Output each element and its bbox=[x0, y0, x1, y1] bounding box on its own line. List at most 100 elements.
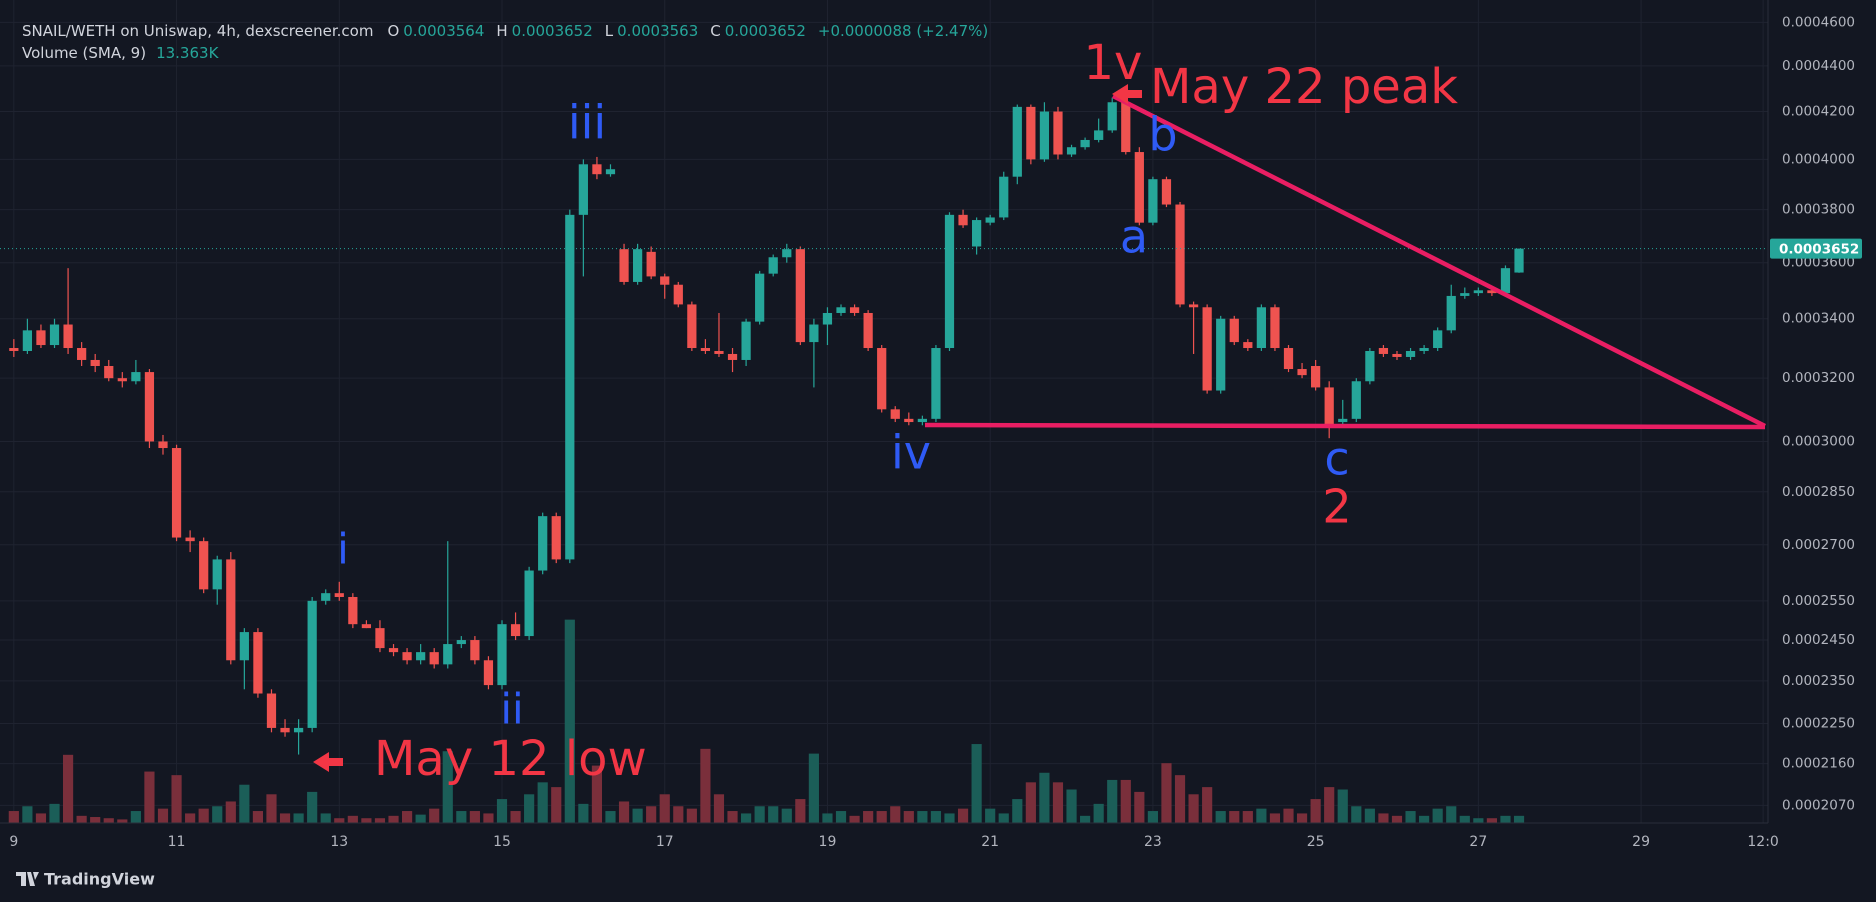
volume-bar bbox=[876, 811, 887, 823]
annotation: ii bbox=[500, 685, 523, 734]
arrow bbox=[313, 752, 343, 772]
volume-bar bbox=[388, 815, 399, 823]
y-tick-label: 0.0004000 bbox=[1782, 151, 1855, 167]
annotation: b bbox=[1148, 108, 1177, 162]
ohlc-label: C bbox=[710, 22, 721, 40]
volume-bar bbox=[103, 818, 114, 823]
candle-body bbox=[199, 541, 209, 590]
y-tick-label: 0.0002700 bbox=[1782, 537, 1855, 553]
candle-body bbox=[497, 624, 507, 686]
y-tick-label: 0.0002450 bbox=[1782, 632, 1855, 648]
volume-bar bbox=[1391, 815, 1403, 823]
candle-body bbox=[1338, 418, 1348, 423]
volume-bar bbox=[1215, 811, 1226, 823]
volume-bar bbox=[957, 808, 969, 823]
volume-bar bbox=[1269, 813, 1281, 823]
legend-row: SNAIL/WETH on Uniswap, 4h, dexscreener.c… bbox=[22, 22, 996, 40]
candle-body bbox=[660, 276, 670, 285]
volume-bar bbox=[903, 811, 914, 823]
candle-body bbox=[673, 284, 683, 305]
candle-body bbox=[510, 624, 521, 637]
volume-bar bbox=[185, 813, 196, 823]
candle-body bbox=[795, 249, 805, 343]
volume-bar bbox=[998, 813, 1009, 823]
candle-body bbox=[388, 648, 399, 653]
annotation: 2 bbox=[1322, 480, 1351, 534]
volume-bar bbox=[754, 806, 765, 823]
volume-bar bbox=[293, 813, 304, 823]
volume-bar bbox=[279, 813, 291, 823]
change: +0.0000088 (+2.47%) bbox=[817, 22, 989, 40]
candle-body bbox=[1473, 290, 1483, 294]
candle-body bbox=[239, 632, 249, 661]
candle-body bbox=[36, 330, 46, 346]
volume-bar bbox=[1513, 815, 1525, 823]
candle-body bbox=[1107, 102, 1117, 131]
candle-body bbox=[1419, 348, 1429, 351]
candle-body bbox=[1500, 268, 1511, 294]
volume-bar bbox=[1202, 787, 1213, 823]
volume-bar bbox=[144, 771, 155, 823]
candle-body bbox=[1134, 152, 1144, 223]
volume-bar bbox=[863, 811, 874, 823]
y-tick-label: 0.0002550 bbox=[1782, 593, 1855, 609]
volume-bar bbox=[1188, 794, 1199, 823]
grid bbox=[0, 0, 1768, 823]
candle-body bbox=[171, 448, 182, 538]
volume-bar bbox=[713, 794, 725, 823]
x-tick-label: 29 bbox=[1632, 834, 1650, 850]
volume-bar bbox=[1025, 782, 1036, 823]
volume-row: Volume (SMA, 9) 13.363K bbox=[22, 44, 226, 62]
volume-bar bbox=[822, 813, 833, 823]
volume-bar bbox=[930, 811, 942, 823]
volume-bar bbox=[1351, 806, 1362, 823]
logo-mark bbox=[16, 872, 39, 886]
candle-body bbox=[1080, 139, 1090, 148]
trend-line bbox=[1111, 93, 1767, 429]
candle-body bbox=[22, 330, 33, 351]
candle-body bbox=[416, 652, 426, 661]
candle-body bbox=[144, 372, 155, 442]
candle-body bbox=[944, 214, 955, 349]
candle-body bbox=[1243, 342, 1253, 349]
x-tick-label: 27 bbox=[1469, 834, 1487, 850]
candle-body bbox=[1405, 350, 1416, 357]
candle-body bbox=[1324, 387, 1334, 426]
candle-body bbox=[1202, 307, 1212, 391]
candle-body bbox=[1175, 204, 1185, 305]
candle-body bbox=[49, 324, 60, 346]
volume-bar bbox=[1337, 789, 1348, 823]
x-tick-label: 19 bbox=[819, 834, 837, 850]
candle-body bbox=[470, 640, 480, 661]
volume-bar bbox=[334, 818, 345, 823]
y-tick-label: 0.0002850 bbox=[1782, 484, 1855, 500]
candle-body bbox=[646, 251, 656, 277]
volume-bar bbox=[1039, 772, 1050, 823]
annotation: c bbox=[1324, 432, 1349, 486]
volume-bar bbox=[62, 754, 74, 823]
volume-bar bbox=[1486, 818, 1497, 823]
x-tick-label: 11 bbox=[168, 834, 186, 850]
candle-body bbox=[619, 249, 629, 282]
candle-body bbox=[1188, 304, 1199, 308]
candle-body bbox=[226, 559, 236, 661]
candle-body bbox=[321, 593, 331, 601]
candle-body bbox=[1012, 106, 1022, 177]
volume-bar bbox=[1378, 813, 1389, 823]
volume-layer bbox=[8, 619, 1525, 823]
ohlc-value: 0.0003564 bbox=[403, 22, 485, 40]
volume-bar bbox=[252, 811, 264, 823]
ohlc-label: O bbox=[387, 22, 400, 40]
spacer bbox=[377, 22, 383, 40]
volume-bar bbox=[768, 806, 779, 823]
candle-body bbox=[1039, 111, 1050, 160]
annotation: i bbox=[337, 525, 349, 574]
candle-body bbox=[90, 359, 100, 367]
x-tick-label: 23 bbox=[1144, 834, 1162, 850]
annotation: 1v bbox=[1084, 35, 1143, 91]
price-axis bbox=[1768, 0, 1876, 860]
candle-body bbox=[104, 366, 114, 379]
volume-bar bbox=[429, 808, 440, 823]
candle-body bbox=[985, 217, 995, 223]
